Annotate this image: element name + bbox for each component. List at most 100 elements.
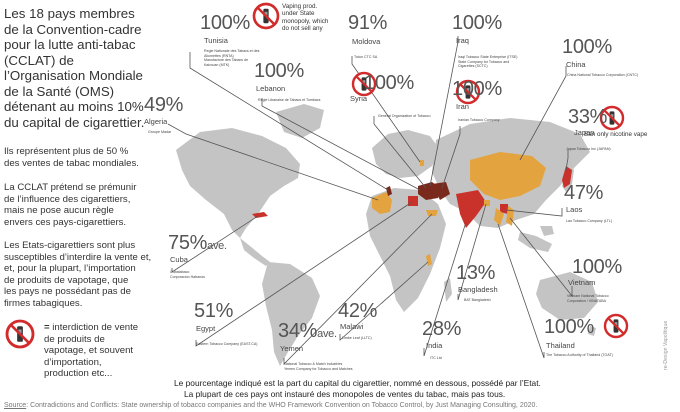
country-name: Laos: [566, 205, 583, 214]
vape-ban-icon: [455, 79, 481, 105]
percentage-value: 49%: [144, 94, 184, 116]
country-percentage: 100%: [452, 78, 502, 100]
paragraph-line: Ils représentent plus de 50 %: [4, 146, 129, 157]
paragraph-line: mais ne pose aucun règle: [4, 205, 114, 216]
percentage-value: 42%: [338, 300, 378, 322]
firm-name: Cubatabaco: [170, 270, 190, 274]
region-thailand: [494, 208, 504, 226]
country-percentage: 100%: [254, 60, 304, 82]
firm-name: ITC Ltd: [430, 356, 442, 360]
intro-line: du capital de cigarettier.: [4, 114, 145, 130]
country-name: Vietnam: [568, 278, 596, 287]
region-india: [456, 190, 486, 228]
source-text: : Contradictions and Conflicts: State ow…: [26, 402, 538, 409]
country-name: Syria: [350, 94, 368, 103]
country-name: Lebanon: [256, 84, 286, 93]
firm-name: Vietnam National Tobacco: [567, 294, 609, 298]
paragraph-line: La CCLAT prétend se prémunir: [4, 182, 137, 193]
paragraph-line: des ventes de tabac mondiales.: [4, 157, 139, 169]
note-line: under State: [282, 10, 315, 18]
region-moldova: [420, 160, 424, 166]
firm-list: Japan Tobacco Inc (JAPAN): [566, 147, 611, 152]
firm-name: BAT Bangladesh: [464, 298, 491, 302]
country-percentage: 100%: [364, 72, 414, 94]
firm-list: Regie Nationale des Tabacs et des Allumet…: [204, 49, 259, 67]
intro-line: de la Santé (OMS): [4, 83, 115, 99]
note-line: Vaping prod.: [282, 3, 318, 10]
region-bangladesh: [484, 200, 490, 206]
firm-name: Eastern Tobacco Company (EAST.CA): [196, 342, 258, 346]
region-china: [470, 152, 546, 200]
country-name: Japan: [574, 128, 595, 137]
country-name: China: [566, 60, 586, 69]
percentage-value: 100%: [364, 72, 414, 94]
intro-line: (CCLAT) de: [4, 52, 74, 68]
firm-list: Limbe Leaf (LLTC): [342, 336, 372, 341]
vaping-state-note: Vaping prod. under State monopoly, which…: [282, 3, 328, 32]
percentage-value: 100%: [254, 60, 304, 82]
vape-ban-icon: [603, 313, 629, 339]
firm-name: Iranian Tobacco Company: [458, 118, 500, 122]
country-name: Thailand: [546, 341, 575, 350]
country-percentage: 91%: [348, 12, 387, 34]
japan-ban-note: Ban only nicotine vape: [584, 131, 647, 138]
firm-name: National Tobacco & Match Industries: [284, 362, 343, 366]
legend-first-line: interdiction de vente: [49, 322, 139, 333]
paragraph-line: et, pour la plupart, l’importation: [4, 263, 136, 274]
country-percentage: 100%: [544, 316, 594, 338]
region-tunisia: [386, 186, 392, 196]
paragraph-line: envers ces pays-cigarettiers.: [4, 216, 127, 228]
legend-text: = interdiction de vente de produits de v…: [44, 322, 172, 380]
firm-name: China National Tobacco Corporation (CNTC…: [567, 73, 639, 77]
monopoly-explanation: La plupart de ces pays ont instauré des …: [184, 389, 506, 399]
firm-list: Regie Libanaise de Tabacs et Tombacs: [258, 98, 320, 103]
region-yemen: [426, 210, 438, 216]
percentage-explanation: Le pourcentage indiqué est la part du ca…: [174, 378, 541, 388]
firm-name: Yemen Company for Tobacco and Matches: [284, 366, 353, 371]
firm-list: Iraqi Tobacco State Enterprise (ITSE) Sta…: [458, 55, 517, 69]
firm-list: China National Tobacco Corporation (CNTC…: [567, 73, 638, 78]
country-percentage: 100%: [452, 12, 502, 34]
country-percentage: 100%: [572, 256, 622, 278]
firm-name: Regie Nationale des Tabacs et des: [204, 49, 260, 53]
percentage-value: 100%: [544, 316, 594, 338]
country-name: Iran: [456, 102, 469, 111]
percentage-value: 100%: [572, 256, 622, 278]
firm-name: Kairouan (MTK): [204, 62, 230, 67]
percentage-suffix: ave.: [207, 240, 227, 252]
firm-name: Allumettes (RNTA): [204, 53, 234, 58]
vape-ban-icon: [252, 2, 280, 30]
paragraph-line: firmes tabagiques.: [4, 297, 83, 309]
percentage-value: 47%: [564, 182, 604, 204]
firm-name: Iraqi Tobacco State Enterprise (ITSE): [458, 55, 518, 59]
region-laos: [500, 204, 508, 214]
world-map: [176, 104, 598, 366]
region-japan: [562, 166, 572, 188]
country-percentage: 42%: [338, 300, 377, 322]
percentage-value: 100%: [200, 12, 250, 34]
source-label: Source: [4, 402, 27, 409]
country-percentage: 47%: [564, 182, 603, 204]
paragraph-line: susceptibles d’interdire la vente et,: [4, 251, 152, 263]
vape-ban-icon: [351, 71, 377, 97]
paragraph-line: les pays ne possédant pas de: [4, 286, 131, 297]
note-line: do not sell any: [282, 24, 323, 32]
firm-name: Limbe Leaf (LLTC): [342, 336, 372, 340]
firm-name: Groupe Madar: [148, 130, 172, 134]
country-name: Malawi: [340, 322, 364, 331]
firm-list: Vietnam National Tobacco Corporation / VI…: [567, 294, 609, 303]
design-credit: re-Design Vapolitique: [663, 320, 669, 370]
note-line: monopoly, which: [282, 17, 329, 25]
paragraph-line: de produits de vapotage, que: [4, 274, 129, 286]
firm-list: National Tobacco & Match Industries Yemen…: [284, 362, 353, 371]
legend-equals: =: [44, 322, 50, 333]
region-algeria: [372, 192, 392, 214]
percentage-value: 33%: [568, 106, 608, 128]
source-line: Source: Contradictions and Conflicts: St…: [4, 402, 537, 409]
percentage-value: 100%: [452, 78, 502, 100]
percentage-value: 34%: [278, 320, 318, 342]
vape-ban-icon: [5, 319, 35, 349]
legend-line: = interdiction de vente: [44, 322, 172, 334]
ban-icons: [5, 2, 629, 349]
